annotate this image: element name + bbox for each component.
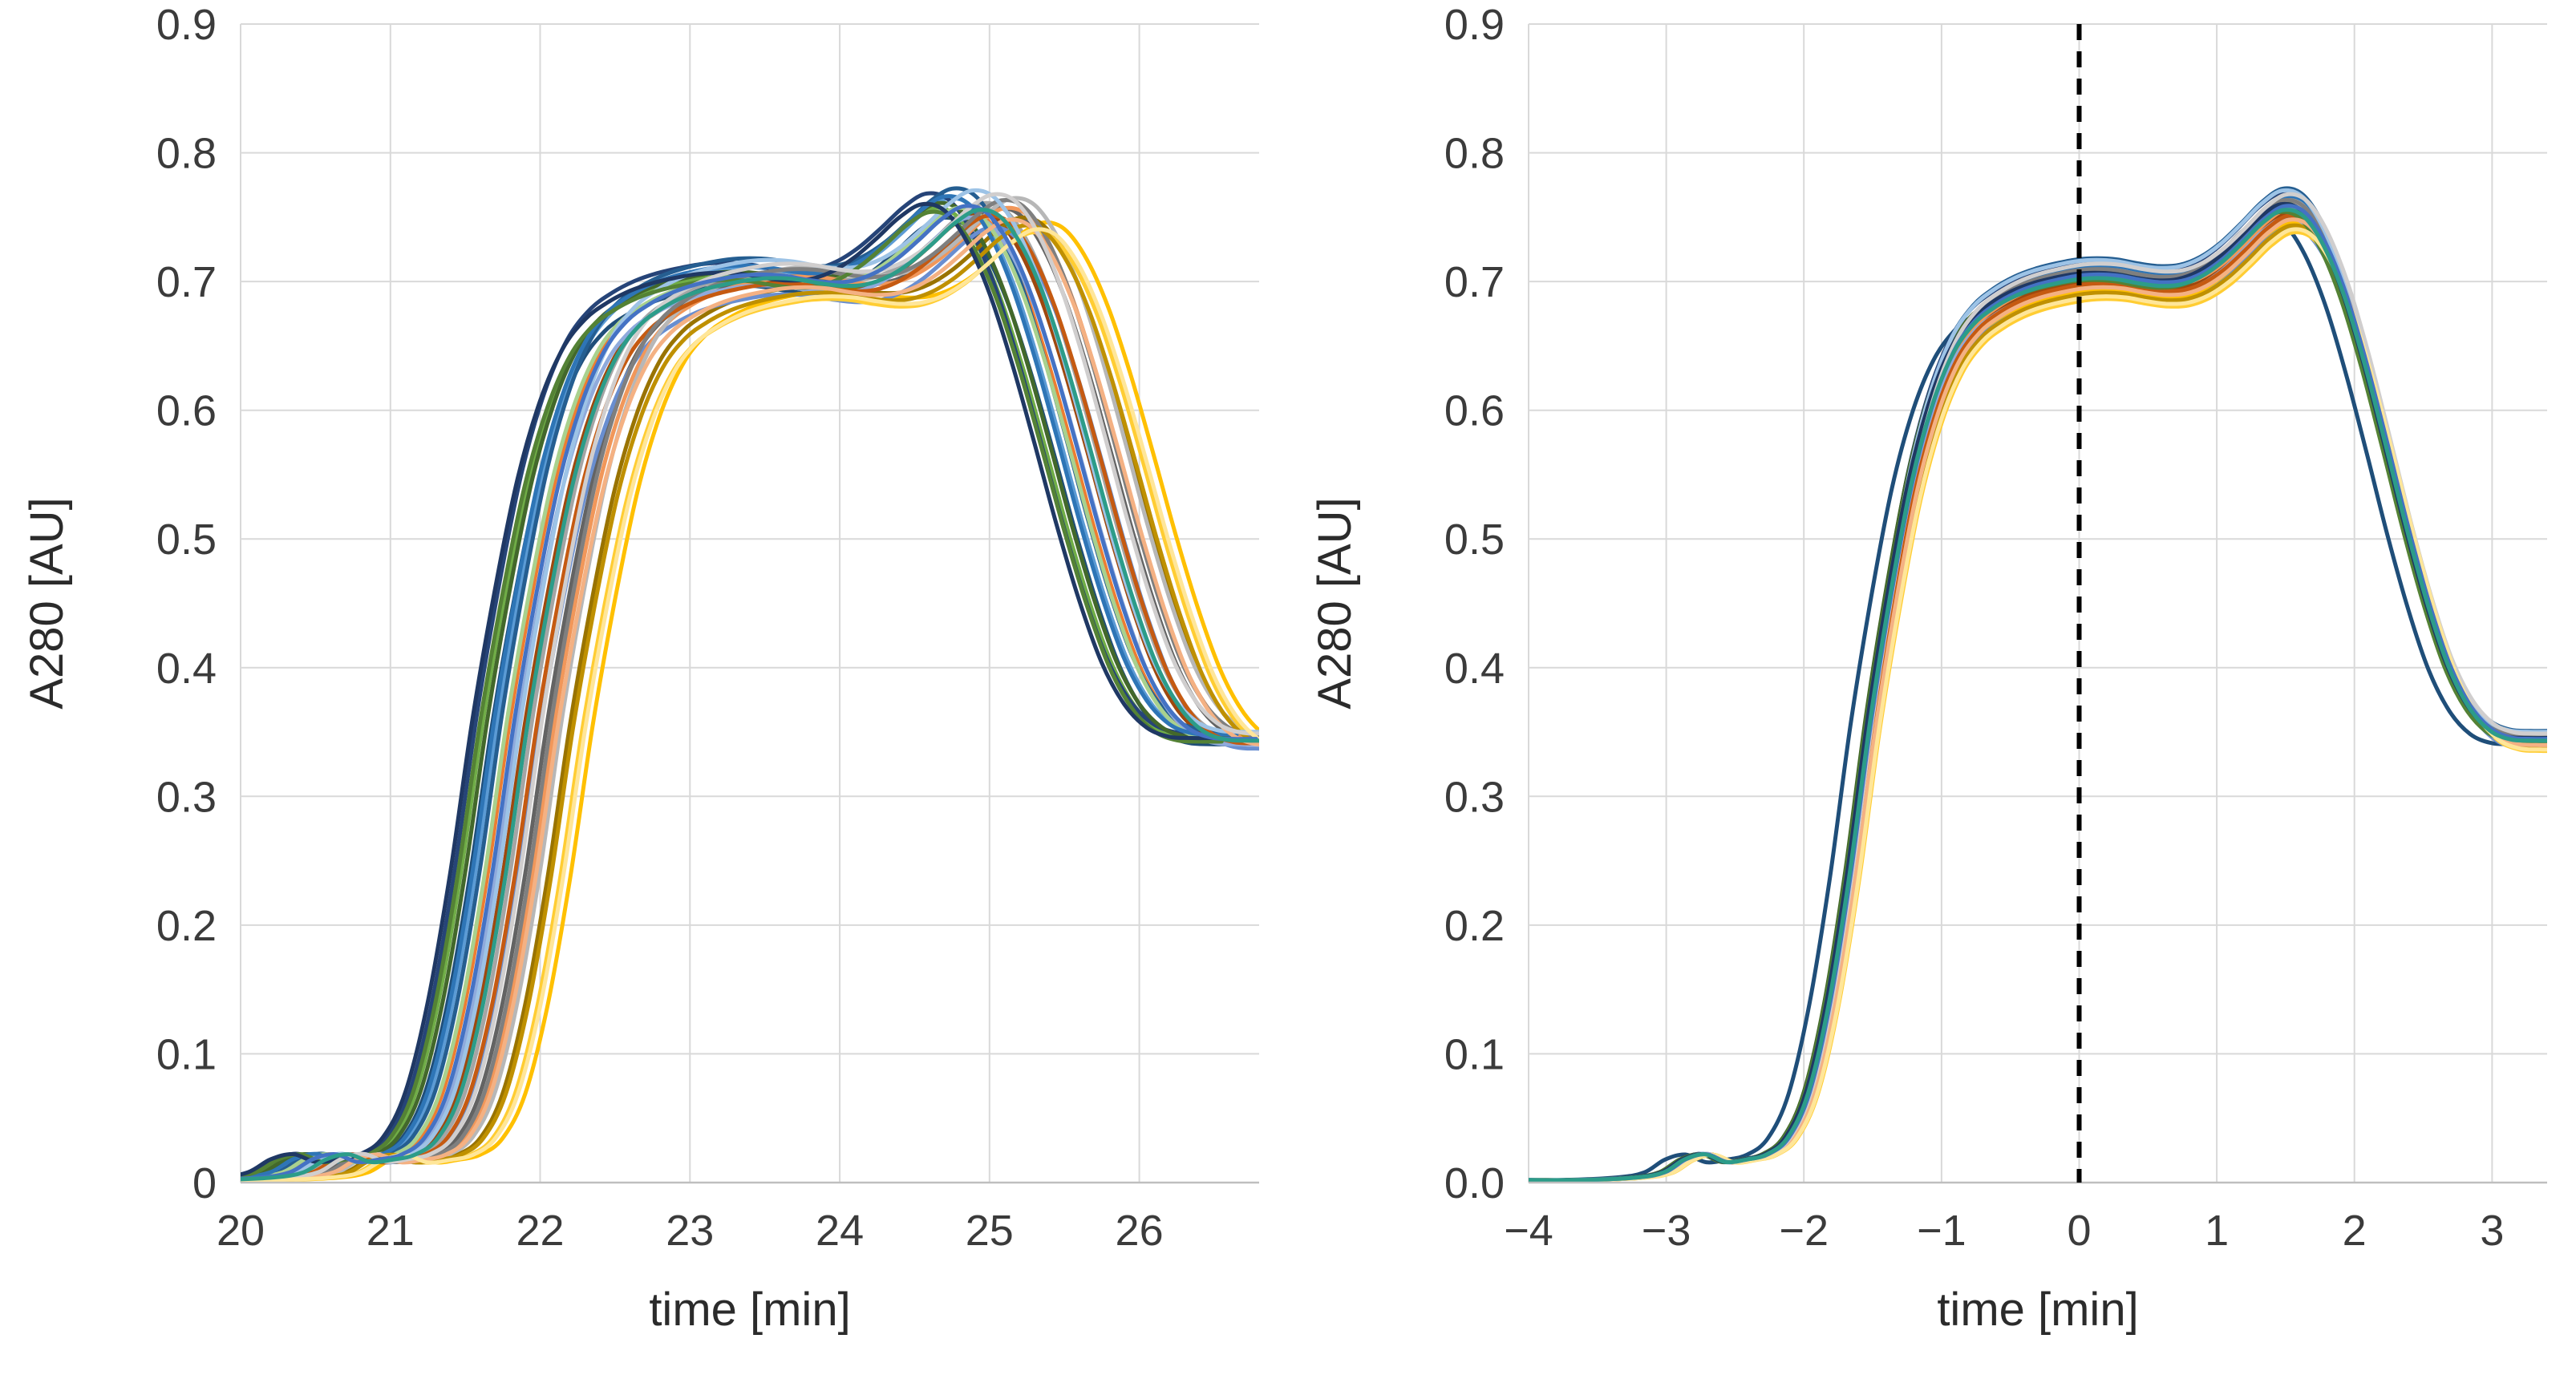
y-tick-label: 0.4 bbox=[156, 645, 217, 693]
y-tick-label: 0.8 bbox=[156, 130, 217, 178]
x-tick-label: 22 bbox=[516, 1207, 564, 1255]
x-tick-label: 3 bbox=[2480, 1207, 2504, 1255]
y-tick-label: 0 bbox=[192, 1159, 217, 1207]
x-axis-title: time [min] bbox=[649, 1284, 850, 1336]
y-tick-label: 0.9 bbox=[1444, 1, 1505, 49]
y-tick-label: 0.3 bbox=[1444, 773, 1505, 821]
series-group bbox=[241, 186, 1259, 1183]
x-tick-label: 26 bbox=[1116, 1207, 1164, 1255]
x-tick-label: 1 bbox=[2205, 1207, 2229, 1255]
y-tick-label: 0.5 bbox=[156, 516, 217, 564]
trace-line bbox=[241, 217, 1259, 1183]
y-tick-label: 0.2 bbox=[1444, 902, 1505, 950]
chart-background bbox=[1288, 0, 2576, 1375]
chart-panel-aligned: −4 −3 −2 −1 0 1 2 3 0.0 0.1 0.2 0.3 0.4 0.5 0.6 0.7 0.8 0… bbox=[1288, 0, 2576, 1375]
y-tick-label: 0.9 bbox=[156, 1, 217, 49]
x-tick-label: 2 bbox=[2343, 1207, 2367, 1255]
x-tick-label: 23 bbox=[666, 1207, 714, 1255]
y-axis-title: A280 [AU] bbox=[21, 497, 73, 709]
y-tick-label: 0.3 bbox=[156, 773, 217, 821]
chart-svg-aligned: −4 −3 −2 −1 0 1 2 3 0.0 0.1 0.2 0.3 0.4 0.5 0.6 0.7 0.8 0… bbox=[1288, 0, 2576, 1375]
y-tick-label: 0.6 bbox=[156, 387, 217, 435]
trace-line bbox=[241, 208, 1259, 1182]
x-tick-label: 0 bbox=[2067, 1207, 2091, 1255]
chart-background bbox=[0, 0, 1288, 1375]
y-tick-label: 0.7 bbox=[1444, 258, 1505, 306]
x-tick-label: −1 bbox=[1917, 1207, 1966, 1255]
x-tick-label: −2 bbox=[1779, 1207, 1829, 1255]
y-tick-label: 0.2 bbox=[156, 902, 217, 950]
y-tick-label: 0.4 bbox=[1444, 645, 1505, 693]
trace-line bbox=[241, 192, 1259, 1182]
chart-svg-absolute: 20 21 22 23 24 25 26 0 0.1 0.2 0.3 0.4 0.5 0.6 0.7 0.8 0… bbox=[0, 0, 1288, 1375]
x-tick-label: 25 bbox=[966, 1207, 1014, 1255]
trace-line bbox=[241, 227, 1259, 1183]
y-tick-label: 0.1 bbox=[156, 1030, 217, 1078]
trace-line bbox=[241, 223, 1259, 1183]
series-group bbox=[1529, 186, 2547, 1183]
x-tick-label: 20 bbox=[217, 1207, 265, 1255]
y-tick-label: 0.6 bbox=[1444, 387, 1505, 435]
trace-line bbox=[241, 204, 1258, 1181]
y-tick-label: 0.5 bbox=[1444, 516, 1505, 564]
x-tick-label: 21 bbox=[367, 1207, 415, 1255]
trace-line bbox=[1533, 227, 2547, 1183]
x-tick-label: −4 bbox=[1504, 1207, 1553, 1255]
chart-panel-absolute: 20 21 22 23 24 25 26 0 0.1 0.2 0.3 0.4 0.5 0.6 0.7 0.8 0… bbox=[0, 0, 1288, 1375]
trace-line bbox=[1529, 208, 2547, 1183]
x-tick-label: 24 bbox=[816, 1207, 864, 1255]
y-tick-label: 0.1 bbox=[1444, 1030, 1505, 1078]
x-tick-label: −3 bbox=[1642, 1207, 1691, 1255]
y-axis-title: A280 [AU] bbox=[1309, 497, 1361, 709]
y-tick-label: 0.7 bbox=[156, 258, 217, 306]
x-axis-title: time [min] bbox=[1937, 1284, 2138, 1336]
y-tick-label: 0.8 bbox=[1444, 130, 1505, 178]
y-tick-label: 0.0 bbox=[1444, 1159, 1505, 1207]
gridlines bbox=[240, 23, 1259, 1183]
